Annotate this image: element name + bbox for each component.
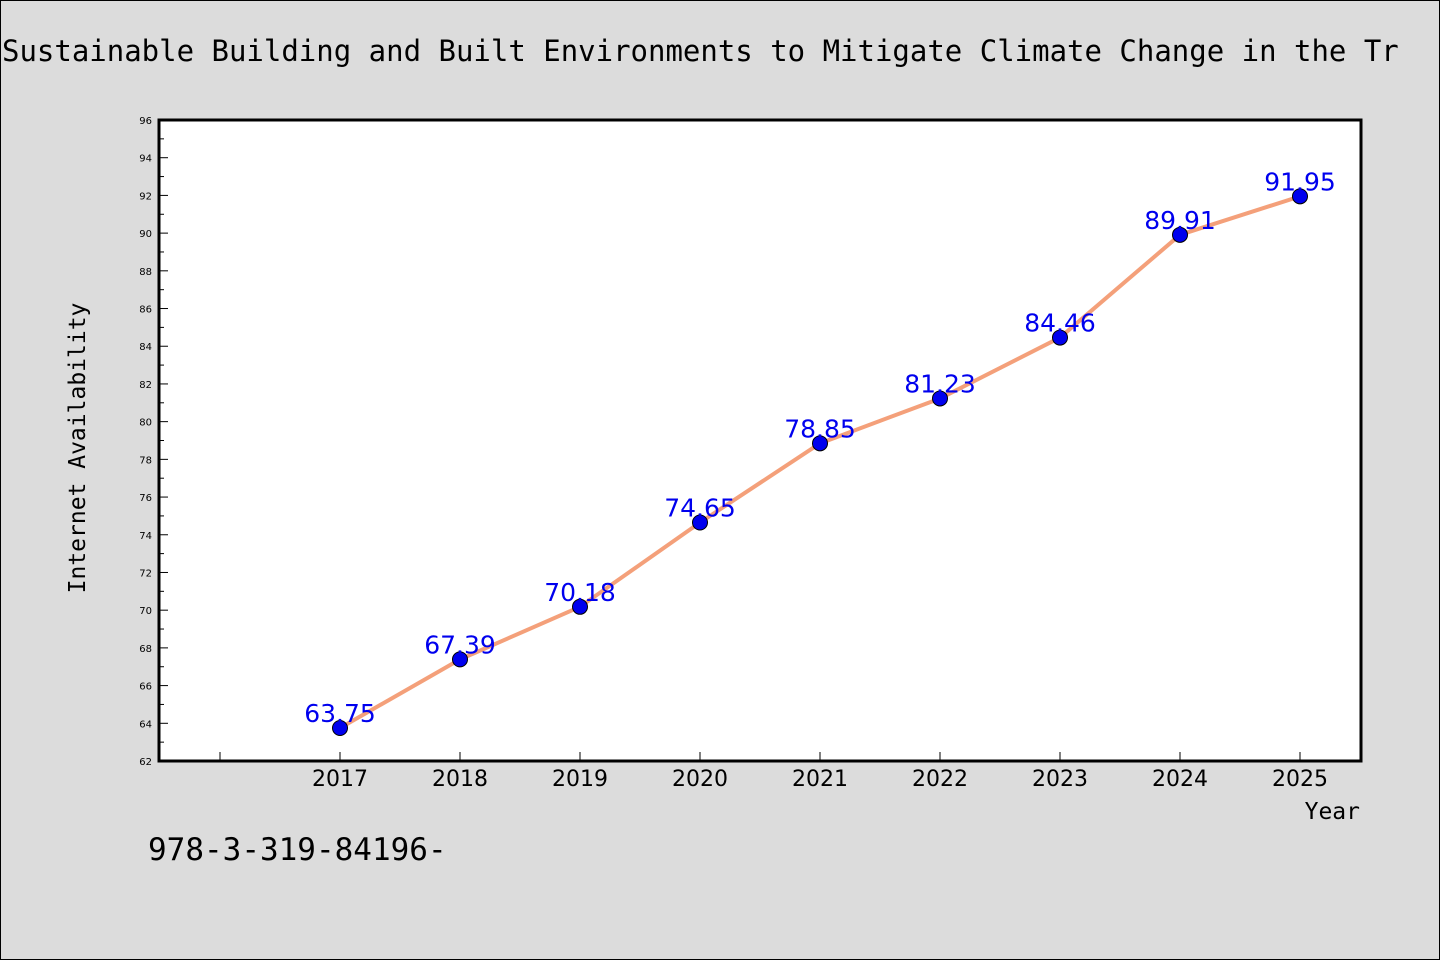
y-tick-label: 94: [139, 154, 152, 165]
y-tick-label: 68: [139, 644, 152, 655]
x-axis: 2017 2018 2019 2020 2021 2022 2023 2024 2025: [219, 752, 1328, 792]
y-tick-label: 90: [139, 229, 152, 240]
data-point: [1292, 188, 1308, 205]
data-label: 70.18: [544, 578, 616, 607]
data-point: [332, 720, 348, 737]
y-tick-label: 62: [139, 757, 152, 768]
y-axis: 62 64 66 68 70 72 74 76 78 80 82 84 86 88 90 92 94 96: [139, 116, 168, 768]
chart-title: Sustainable Building and Built Environme…: [2, 34, 1399, 68]
data-label: 74.65: [664, 494, 736, 523]
y-tick-label: 78: [139, 455, 152, 466]
data-point: [812, 435, 828, 452]
x-tick-label: 2018: [432, 767, 488, 792]
x-tick-label: 2023: [1032, 767, 1088, 792]
data-point: [572, 598, 588, 615]
y-tick-label: 70: [139, 606, 152, 617]
plot-area: [157, 118, 1363, 763]
y-tick-label: 72: [139, 568, 152, 579]
data-label: 63.75: [304, 699, 376, 728]
data-point: [1052, 329, 1068, 346]
x-tick-label: 2020: [672, 767, 728, 792]
y-tick-label: 82: [139, 380, 152, 391]
y-tick-label: 92: [139, 191, 152, 202]
y-tick-label: 74: [139, 531, 152, 542]
x-tick-label: 2021: [792, 767, 848, 792]
y-axis-label: Internet Availability: [65, 303, 91, 594]
x-tick-label: 2025: [1272, 767, 1328, 792]
y-tick-label: 64: [139, 719, 152, 730]
x-tick-label: 2017: [312, 767, 368, 792]
data-label: 84.46: [1024, 309, 1096, 338]
data-point: [1172, 226, 1188, 243]
y-tick-label: 66: [139, 682, 152, 693]
y-tick-label: 84: [139, 342, 152, 353]
data-point: [692, 514, 708, 531]
isbn-caption: 978-3-319-84196-: [148, 832, 447, 868]
data-label: 91.95: [1264, 167, 1336, 196]
x-tick-label: 2024: [1152, 767, 1208, 792]
y-tick-label: 76: [139, 493, 152, 504]
data-point: [932, 390, 948, 407]
data-label: 67.39: [424, 630, 496, 659]
data-point: [452, 651, 468, 668]
y-tick-label: 86: [139, 305, 152, 316]
data-label: 81.23: [904, 369, 976, 398]
data-label: 78.85: [784, 414, 856, 443]
y-tick-label: 80: [139, 418, 152, 429]
x-axis-label: Year: [1305, 799, 1360, 825]
series-markers: [332, 188, 1308, 737]
x-tick-label: 2019: [552, 767, 608, 792]
y-tick-label: 96: [139, 116, 152, 127]
data-label: 89.91: [1144, 206, 1216, 235]
x-tick-label: 2022: [912, 767, 968, 792]
y-tick-label: 88: [139, 267, 152, 278]
data-labels: 63.75 67.39 70.18 74.65 78.85 81.23 84.46 89.91…: [304, 167, 1336, 728]
